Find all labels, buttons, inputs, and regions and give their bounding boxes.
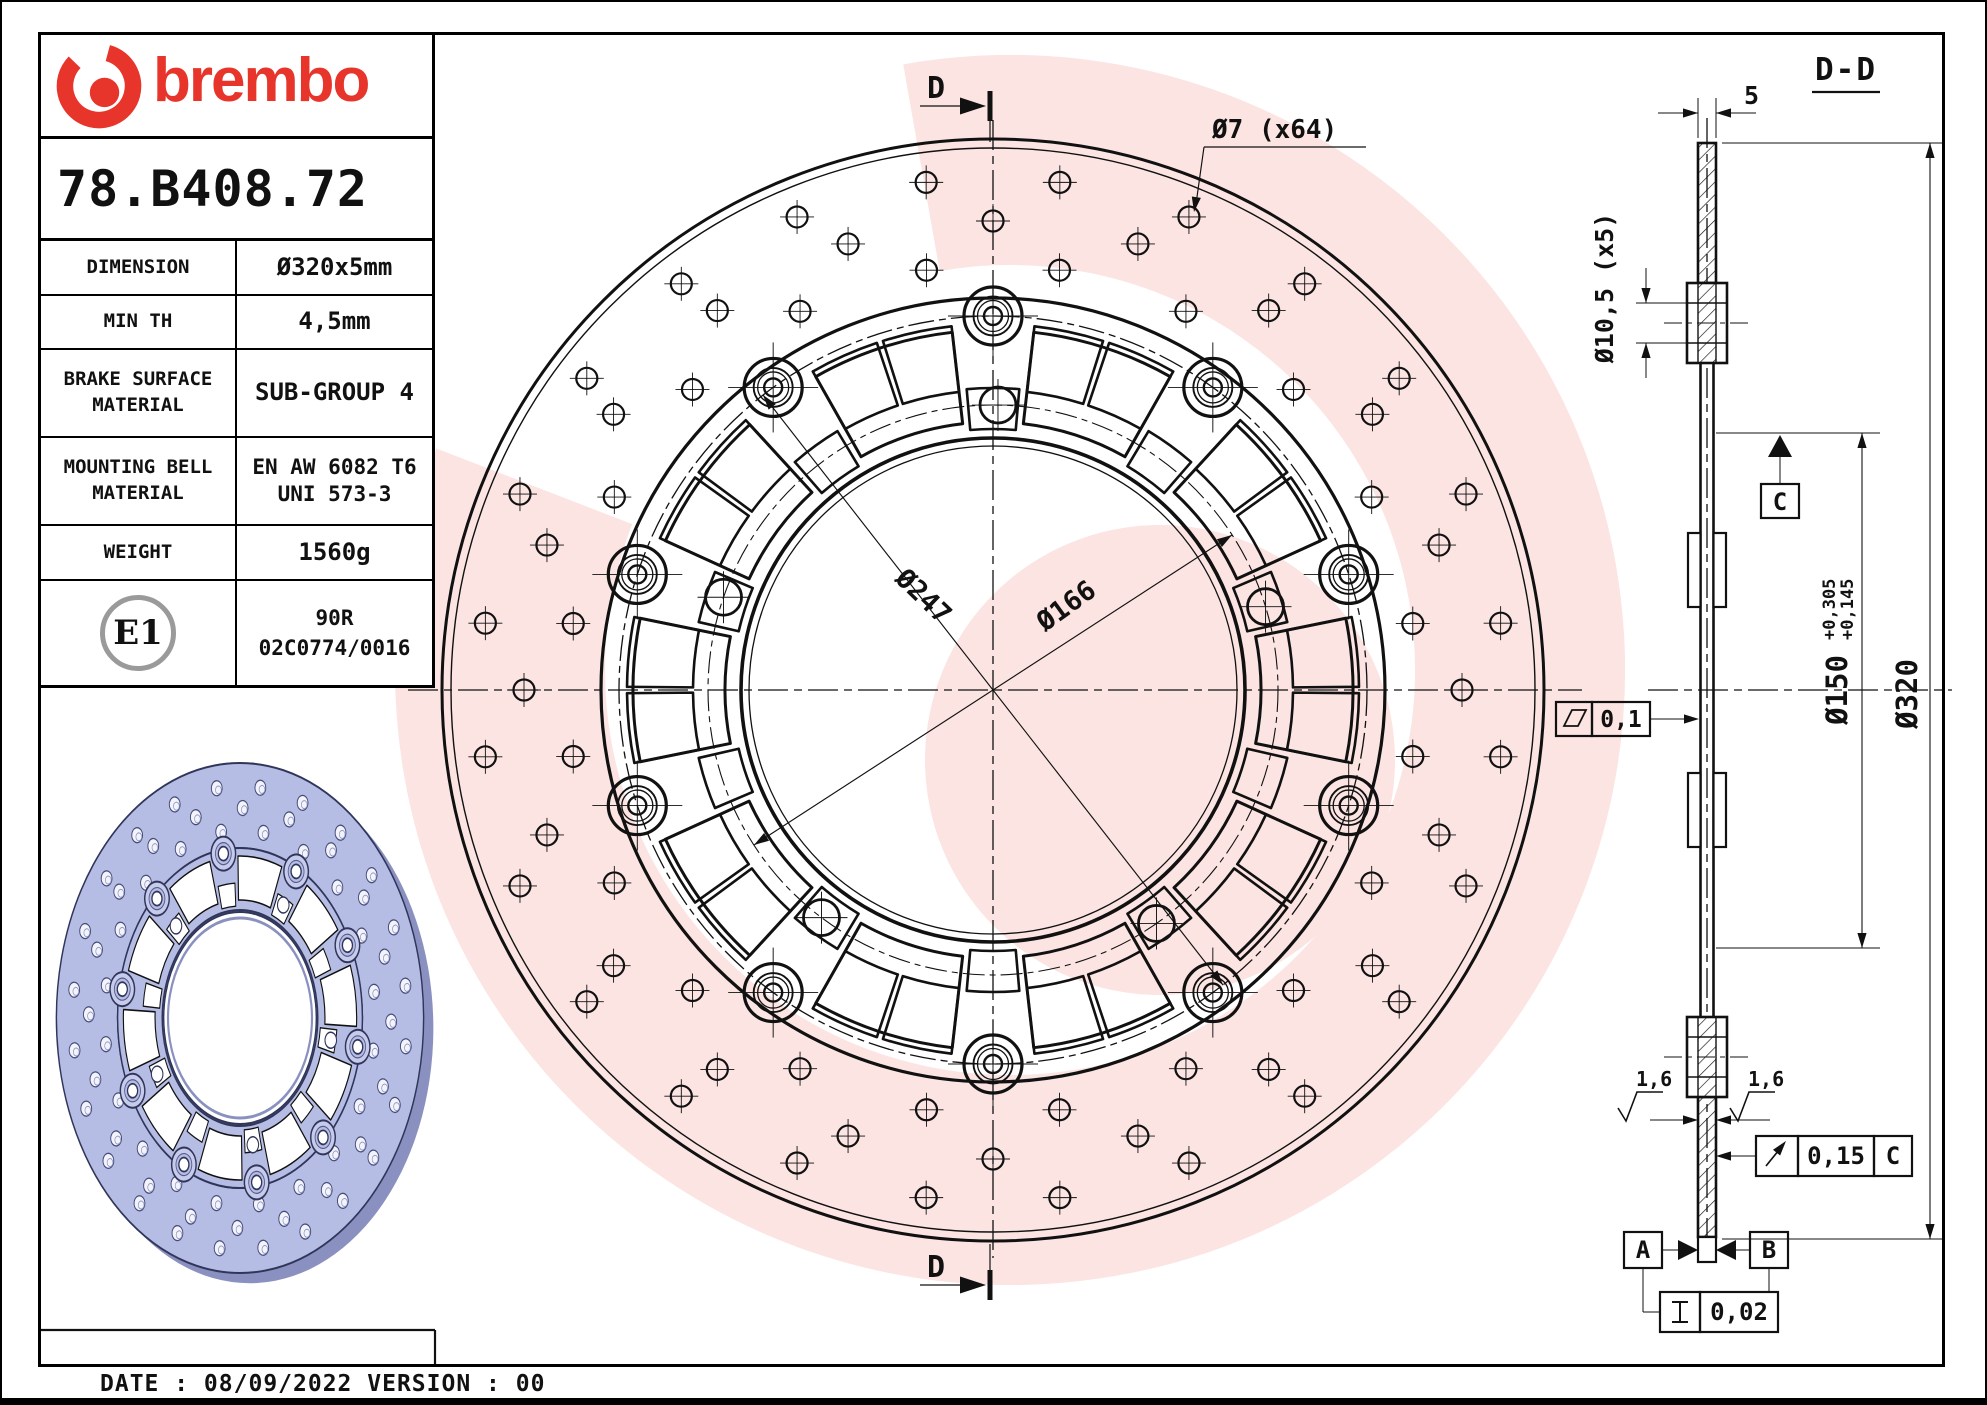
runout-tol-label: 0,15 [1807, 1142, 1865, 1170]
section-marker-bottom-label: D [927, 1250, 945, 1285]
front-hole-callout-label: Ø7 (x64) [1211, 115, 1337, 145]
spec-row-label: MOUNTING BELL MATERIAL [41, 438, 237, 524]
datum-b-label: B [1762, 1236, 1776, 1264]
spec-row-label: DIMENSION [41, 241, 237, 294]
spec-row: WEIGHT 1560g [41, 526, 432, 581]
spec-panel: brembo 78.B408.72 DIMENSION Ø320x5mm MIN T… [38, 32, 435, 688]
roughness-left-label: 1,6 [1636, 1067, 1672, 1091]
datum-a-label: A [1636, 1236, 1651, 1264]
brand-wordmark: brembo [153, 46, 370, 115]
bolt-circle-dia-label: Ø247 [888, 562, 957, 630]
bore-dia-label: Ø150 [1820, 655, 1854, 726]
bell-pcd-dia-label: Ø166 [1030, 575, 1102, 639]
parallelism-tol-label: 0,02 [1710, 1298, 1768, 1326]
section-view-dd [1554, 90, 1952, 1334]
brembo-mark-icon [56, 43, 142, 128]
runout-datum-label: C [1886, 1142, 1900, 1170]
part-number: 78.B408.72 [41, 139, 432, 241]
spec-row-value: SUB-GROUP 4 [255, 378, 414, 407]
thickness-label: 5 [1744, 81, 1759, 110]
spec-row-value: Ø320x5mm [276, 252, 393, 281]
approval-codes: 90R 02C0774/0016 [237, 581, 432, 685]
bore-tol-lower-label: +0,145 [1838, 579, 1858, 640]
bore-tol-upper-label: +0,305 [1820, 579, 1840, 640]
footer-date-line: DATE : 08/09/2022 VERSION : 00 [100, 1371, 546, 1397]
drawing-labels: Ø7 (x64) Ø247 Ø166 D D D-D 5 Ø10,5 (x5) … [888, 52, 1924, 1326]
brembo-logo: brembo [41, 35, 432, 139]
section-marker-top-label: D [927, 71, 945, 106]
section-hole-callout-label: Ø10,5 (x5) [1590, 213, 1619, 365]
spec-row-value: EN AW 6082 T6 UNI 573-3 [252, 454, 417, 506]
e1-badge: E1 [100, 595, 176, 671]
front-view [38, 91, 1582, 1367]
spec-row-value: 1560g [298, 537, 371, 566]
approval-code-line: 02C0774/0016 [258, 636, 411, 660]
spec-row-label: BRAKE SURFACE MATERIAL [41, 350, 237, 436]
approval-row: E1 90R 02C0774/0016 [41, 581, 432, 685]
spec-row: BRAKE SURFACE MATERIAL SUB-GROUP 4 [41, 350, 432, 438]
datum-c-label: C [1773, 488, 1787, 516]
spec-row: DIMENSION Ø320x5mm [41, 241, 432, 296]
spec-row: MIN TH 4,5mm [41, 296, 432, 350]
disc-3d-render [55, 762, 434, 1284]
roughness-right-label: 1,6 [1748, 1067, 1784, 1091]
approval-badge-cell: E1 [41, 581, 237, 685]
flatness-tol-label: 0,1 [1600, 707, 1642, 733]
outer-dia-label: Ø320 [1890, 659, 1924, 730]
spec-row-label: MIN TH [41, 296, 237, 348]
spec-row-label: WEIGHT [41, 526, 237, 579]
approval-code-line: 90R [315, 605, 354, 630]
section-title-label: D-D [1815, 52, 1877, 88]
spec-table: DIMENSION Ø320x5mm MIN TH 4,5mm BRAKE SURFAC… [41, 241, 432, 581]
spec-row-value: 4,5mm [298, 307, 371, 336]
spec-row: MOUNTING BELL MATERIAL EN AW 6082 T6 UNI 57… [41, 438, 432, 526]
